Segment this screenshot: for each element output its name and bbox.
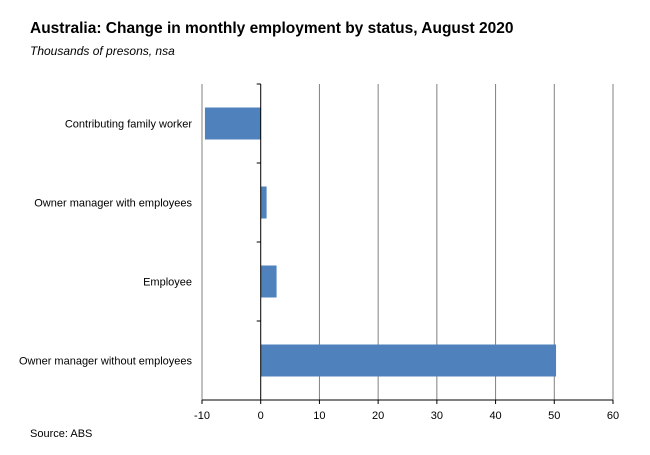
bar — [260, 344, 557, 377]
x-tick-label: 50 — [548, 410, 560, 422]
category-label: Owner manager with employees — [34, 198, 192, 210]
chart-title: Australia: Change in monthly employment … — [30, 20, 514, 37]
x-tick-label: 30 — [431, 410, 443, 422]
x-tick-label: 40 — [489, 410, 501, 422]
bar — [260, 265, 277, 298]
x-tick-label: 60 — [607, 410, 619, 422]
source-note: Source: ABS — [30, 428, 93, 440]
category-label: Contributing family worker — [65, 119, 192, 131]
axes — [201, 83, 614, 404]
x-tick-label: -10 — [194, 410, 210, 422]
x-tick-label: 10 — [313, 410, 325, 422]
category-label: Owner manager without employees — [19, 356, 193, 368]
chart-subtitle: Thousands of presons, nsa — [30, 44, 175, 58]
category-label: Employee — [143, 277, 192, 289]
bars — [204, 107, 557, 377]
x-tick-label: 20 — [372, 410, 384, 422]
x-tick-label: 0 — [258, 410, 264, 422]
labels: -10 0 10 20 30 40 50 60 Contributing family work… — [19, 119, 619, 423]
bar — [204, 107, 261, 140]
bar — [260, 186, 267, 219]
